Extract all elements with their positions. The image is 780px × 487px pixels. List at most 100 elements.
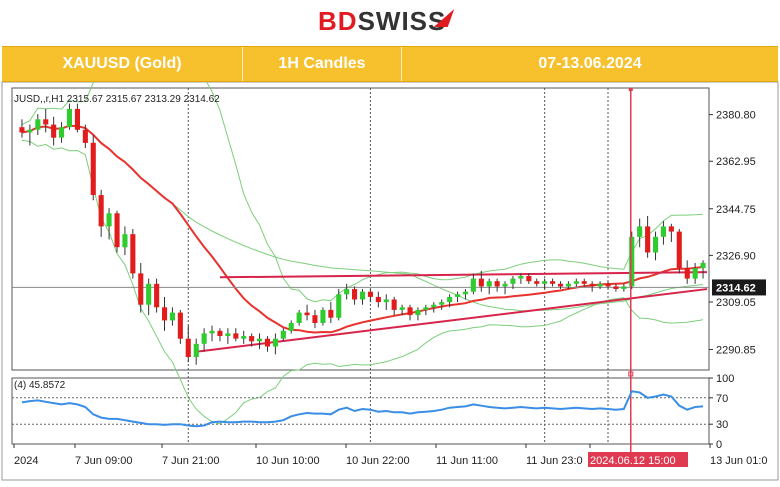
candle-body — [510, 278, 516, 284]
candle-body — [82, 129, 88, 143]
highlight-marker — [628, 371, 634, 377]
candle-body — [700, 262, 706, 269]
x-tick-label: 7 Jun 21:00 — [162, 455, 220, 467]
candle-body — [518, 276, 524, 279]
brand-swiss: SWISS — [357, 6, 447, 36]
candle-body — [344, 289, 350, 295]
candle-body — [98, 195, 104, 227]
candle-body — [296, 312, 302, 323]
candle-body — [19, 127, 25, 133]
rsi-label: (4) 45.8572 — [14, 380, 66, 391]
highlight-time-badge — [588, 452, 688, 467]
candle-body — [241, 336, 247, 339]
candle-body — [272, 338, 278, 347]
y-tick-label: 2290.85 — [716, 345, 756, 357]
chart-outer-frame — [1, 82, 779, 481]
candle-body — [336, 294, 342, 318]
candle-body — [193, 343, 199, 357]
x-tick-label: 7 Jun 09:00 — [75, 455, 133, 467]
candle-body — [589, 283, 595, 287]
candle-body — [684, 268, 690, 279]
candle-body — [478, 278, 484, 287]
candle-body — [439, 302, 445, 305]
y-tick-label: 2380.80 — [716, 110, 756, 122]
y-tick-label: 2362.95 — [716, 156, 756, 168]
highlight-time-label: 2024.06.12 15:00 — [590, 455, 676, 467]
candle-body — [486, 281, 492, 287]
x-tick-label: 11 Jun 23:0 — [526, 455, 583, 467]
highlight-marker — [628, 88, 633, 91]
price-chart: JUSD,,r,H1 2315.67 2315.67 2313.29 2314.… — [1, 82, 779, 481]
candle-body — [565, 283, 571, 287]
current-price-label: 2314.62 — [716, 282, 756, 294]
candle-body — [462, 291, 468, 295]
candle-body — [692, 268, 698, 279]
candle-body — [352, 289, 358, 300]
candle-body — [367, 291, 373, 297]
candle-body — [154, 283, 160, 308]
candle-body — [90, 142, 96, 195]
y-tick-label: 2344.75 — [716, 204, 756, 216]
candle-body — [320, 309, 326, 323]
brand-wordmark: BDSWISS — [318, 6, 446, 37]
candle-body — [423, 307, 429, 310]
candle-body — [573, 281, 579, 284]
candle-body — [257, 338, 263, 342]
candle-body — [676, 231, 682, 269]
candle-body — [280, 330, 286, 339]
resistance-trendline — [219, 271, 708, 279]
candle-body — [621, 286, 627, 289]
candle-body — [542, 281, 548, 284]
candle-body — [431, 304, 437, 308]
candle-body — [470, 278, 476, 292]
y-tick-label: 2326.90 — [716, 250, 756, 262]
candle-body — [502, 283, 508, 287]
candle-body — [233, 333, 239, 339]
candle-body — [447, 296, 453, 303]
candle-body — [383, 299, 389, 303]
candle-body — [629, 236, 635, 287]
candle-body — [526, 276, 532, 282]
header-divider — [401, 47, 402, 81]
candle-body — [375, 296, 381, 303]
rsi-tick-label: 70 — [716, 393, 728, 405]
candle-body — [35, 119, 41, 130]
y-tick-label: 2309.05 — [716, 297, 756, 309]
candle-body — [605, 283, 611, 287]
band-upper-line — [21, 82, 704, 303]
candle-body — [360, 291, 366, 300]
candle-body — [114, 213, 120, 248]
candle-body — [415, 309, 421, 316]
candle-body — [455, 294, 461, 297]
x-tick-label: 11 Jun 11:00 — [436, 455, 498, 467]
rsi-tick-label: 30 — [716, 419, 728, 431]
ma-red-line — [21, 124, 704, 334]
candle-body — [74, 108, 80, 130]
header-divider — [242, 47, 243, 81]
candle-body — [581, 281, 587, 284]
candle-body — [328, 309, 334, 318]
x-tick-label: 2024 — [14, 455, 38, 467]
header-date-range: 07-13.06.2024 — [538, 55, 642, 72]
candle-body — [217, 330, 223, 336]
candle-body — [645, 226, 651, 253]
candle-body — [66, 108, 72, 128]
band-lower-line — [21, 139, 704, 425]
candle-body — [209, 330, 215, 334]
ma-green-line — [21, 125, 704, 312]
price-panel-frame — [11, 87, 710, 371]
x-tick-label: 10 Jun 22:00 — [346, 455, 410, 467]
candle-body — [550, 281, 556, 284]
candle-body — [613, 286, 619, 289]
rsi-panel-frame — [11, 377, 710, 445]
candle-body — [637, 226, 643, 237]
candle-body — [185, 338, 191, 357]
candle-body — [660, 226, 666, 237]
rsi-line — [21, 390, 704, 428]
candle-body — [558, 283, 564, 287]
candle-body — [122, 234, 128, 248]
candle-body — [27, 129, 33, 133]
ohlc-info-line: JUSD,,r,H1 2315.67 2315.67 2313.29 2314.… — [14, 94, 220, 105]
rsi-tick-label: 100 — [716, 373, 734, 385]
candle-body — [494, 281, 500, 287]
